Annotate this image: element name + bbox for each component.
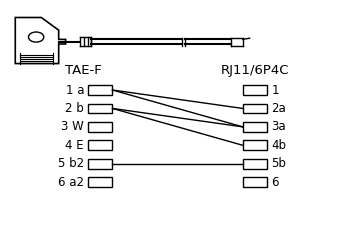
- Text: 1: 1: [271, 83, 279, 96]
- Text: 3 W: 3 W: [61, 120, 84, 133]
- Bar: [243, 159, 267, 168]
- Bar: [88, 104, 112, 113]
- Text: 4 E: 4 E: [65, 139, 84, 152]
- Text: 3a: 3a: [271, 120, 286, 133]
- Bar: [243, 104, 267, 113]
- Bar: [88, 159, 112, 168]
- Bar: [243, 177, 267, 187]
- Bar: [243, 122, 267, 132]
- Text: 5b: 5b: [271, 157, 286, 170]
- Bar: [88, 177, 112, 187]
- Bar: [88, 140, 112, 150]
- Bar: [243, 85, 267, 95]
- Text: 5 b2: 5 b2: [58, 157, 84, 170]
- Text: 6: 6: [271, 176, 279, 188]
- Text: 4b: 4b: [271, 139, 286, 152]
- Bar: [243, 140, 267, 150]
- Text: 2a: 2a: [271, 102, 286, 115]
- Text: 2 b: 2 b: [65, 102, 84, 115]
- Bar: [88, 122, 112, 132]
- Text: 1 a: 1 a: [65, 83, 84, 96]
- Text: 6 a2: 6 a2: [58, 176, 84, 188]
- Bar: [88, 85, 112, 95]
- Text: TAE-F: TAE-F: [65, 64, 102, 77]
- Text: RJ11/6P4C: RJ11/6P4C: [220, 64, 289, 77]
